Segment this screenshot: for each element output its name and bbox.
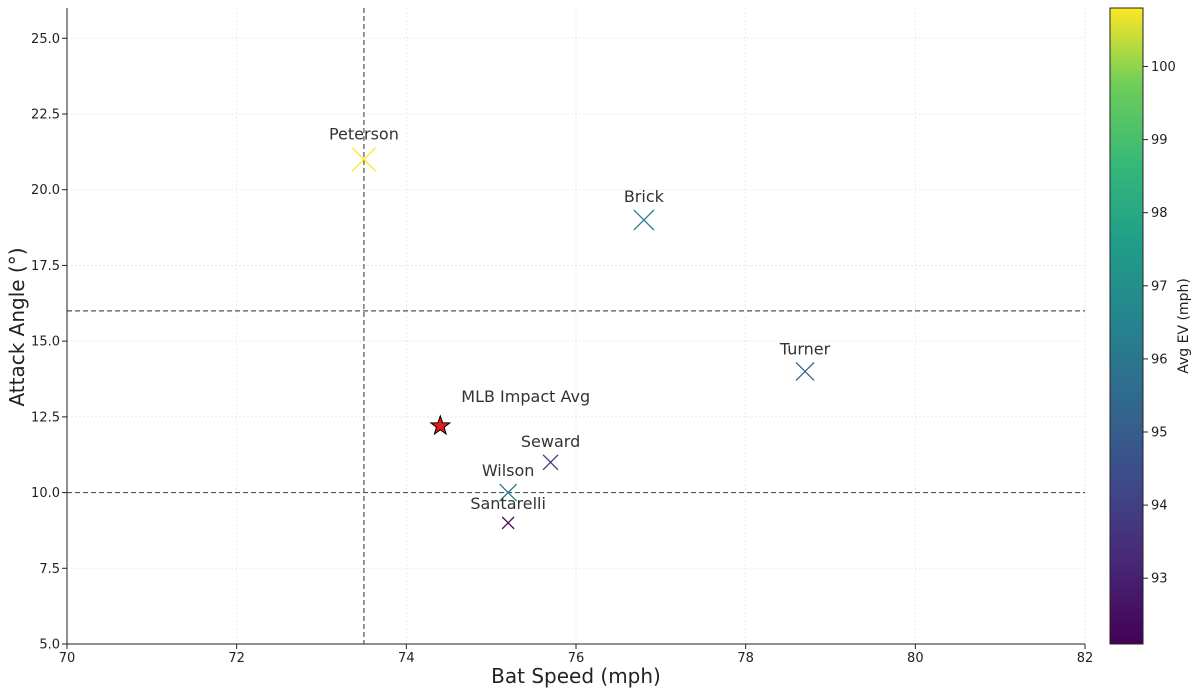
axes: 70 72 74 76 78 80 82 5.0 7.5 10.0 12.5 15.0 17.5 20.0… — [31, 8, 1093, 666]
y-tick-label: 15.0 — [31, 335, 60, 350]
x-tick-label: 72 — [228, 651, 245, 666]
point-marker-seward — [542, 454, 559, 471]
colorbar-tick-label: 94 — [1151, 499, 1168, 514]
x-tick-label: 74 — [398, 651, 415, 666]
point-marker-peterson — [351, 146, 377, 172]
y-tick-label: 20.0 — [31, 183, 60, 198]
point-marker-turner — [795, 361, 815, 381]
mlb-impact-avg-star — [429, 414, 452, 436]
x-tick-label: 78 — [737, 651, 754, 666]
point-label-brick: Brick — [624, 187, 665, 206]
colorbar-gradient — [1109, 7, 1144, 645]
y-axis-label: Attack Angle (°) — [5, 247, 29, 406]
colorbar-tick-label: 95 — [1151, 426, 1168, 441]
colorbar-ticks: 93 94 95 96 97 98 99 100 — [1143, 60, 1176, 587]
mlb-impact-avg-label: MLB Impact Avg — [461, 387, 590, 406]
data-points: Peterson Brick Turner Seward Wilson Santarell… — [329, 124, 831, 530]
colorbar: 93 94 95 96 97 98 99 100 Avg EV (mph) — [1109, 7, 1192, 645]
y-tick-label: 12.5 — [31, 410, 60, 425]
y-tick-label: 17.5 — [31, 259, 60, 274]
x-tick-label: 82 — [1077, 651, 1094, 666]
colorbar-tick-label: 93 — [1151, 572, 1168, 587]
y-tick-label: 5.0 — [39, 638, 60, 653]
point-marker-santarelli — [501, 516, 515, 530]
y-tick-label: 10.0 — [31, 486, 60, 501]
y-tick-label: 25.0 — [31, 32, 60, 47]
point-label-wilson: Wilson — [482, 461, 535, 480]
x-tick-label: 70 — [59, 651, 76, 666]
colorbar-tick-label: 99 — [1151, 133, 1168, 148]
point-label-turner: Turner — [779, 339, 831, 358]
colorbar-tick-label: 100 — [1151, 60, 1176, 75]
x-tick-label: 76 — [568, 651, 585, 666]
colorbar-tick-label: 96 — [1151, 352, 1168, 367]
point-label-seward: Seward — [521, 432, 580, 451]
point-label-santarelli: Santarelli — [470, 494, 546, 513]
point-marker-wilson — [499, 483, 518, 502]
grid-lines — [66, 8, 1086, 645]
y-tick-label: 22.5 — [31, 108, 60, 123]
x-tick-label: 80 — [907, 651, 924, 666]
point-label-peterson: Peterson — [329, 124, 399, 143]
colorbar-label: Avg EV (mph) — [1176, 278, 1192, 374]
y-tick-label: 7.5 — [39, 562, 60, 577]
reference-lines — [67, 8, 1085, 644]
colorbar-tick-label: 98 — [1151, 206, 1168, 221]
x-axis-label: Bat Speed (mph) — [491, 664, 661, 688]
colorbar-tick-label: 97 — [1151, 279, 1168, 294]
point-marker-brick — [633, 209, 655, 231]
